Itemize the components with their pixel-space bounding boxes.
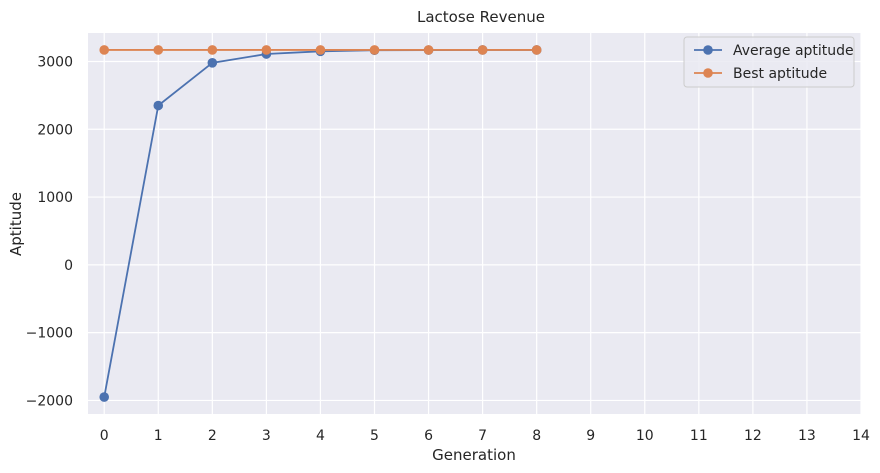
y-tick-label: −2000 [26, 393, 73, 409]
x-tick-label: 7 [478, 428, 487, 444]
x-tick-label: 11 [690, 428, 708, 444]
data-point [369, 45, 380, 55]
x-tick-label: 12 [744, 428, 762, 444]
data-point [153, 100, 164, 111]
y-tick-label: 3000 [37, 54, 73, 70]
legend-item: Average aptitude [694, 43, 854, 59]
data-point [477, 45, 488, 55]
legend-marker [703, 45, 713, 55]
legend-box [683, 36, 855, 88]
data-point [531, 45, 542, 55]
x-tick-label: 2 [208, 428, 217, 444]
plot-area [88, 33, 861, 414]
y-tick-label: 2000 [37, 122, 73, 138]
data-point [423, 45, 434, 55]
y-tick-label: 0 [64, 258, 73, 274]
x-tick-label: 10 [636, 428, 654, 444]
data-point [207, 58, 218, 68]
x-tick-label: 6 [424, 428, 433, 444]
series-layer [99, 45, 542, 402]
legend-label: Average aptitude [733, 43, 854, 59]
legend-marker [703, 68, 713, 78]
y-axis-label: Aptitude [7, 192, 25, 256]
x-tick-label: 4 [316, 428, 325, 444]
x-tick-label: 0 [100, 428, 109, 444]
x-tick-label: 1 [154, 428, 163, 444]
y-tick-label: −1000 [26, 326, 73, 342]
series-1 [99, 45, 542, 55]
data-point [99, 45, 110, 55]
legend-item: Best aptitude [694, 66, 827, 82]
data-point [207, 45, 218, 55]
x-tick-label: 3 [262, 428, 271, 444]
data-point [153, 45, 164, 55]
legend-label: Best aptitude [733, 66, 827, 82]
x-axis-ticks: 0 1 2 3 4 5 6 7 8 9 10 11 12 13 14 [100, 428, 870, 444]
data-point [315, 45, 326, 55]
y-axis-ticks: −2000 −1000 0 1000 2000 3000 [26, 54, 73, 409]
x-tick-label: 8 [532, 428, 541, 444]
x-axis-label: Generation [432, 446, 516, 464]
data-point [99, 392, 110, 402]
legend: Average aptitude Best aptitude [683, 36, 855, 88]
x-tick-label: 5 [370, 428, 379, 444]
data-point [261, 45, 272, 55]
y-tick-label: 1000 [37, 190, 73, 206]
x-tick-label: 9 [586, 428, 595, 444]
chart-title: Lactose Revenue [417, 8, 545, 26]
x-tick-label: 14 [852, 428, 870, 444]
x-tick-label: 13 [798, 428, 816, 444]
